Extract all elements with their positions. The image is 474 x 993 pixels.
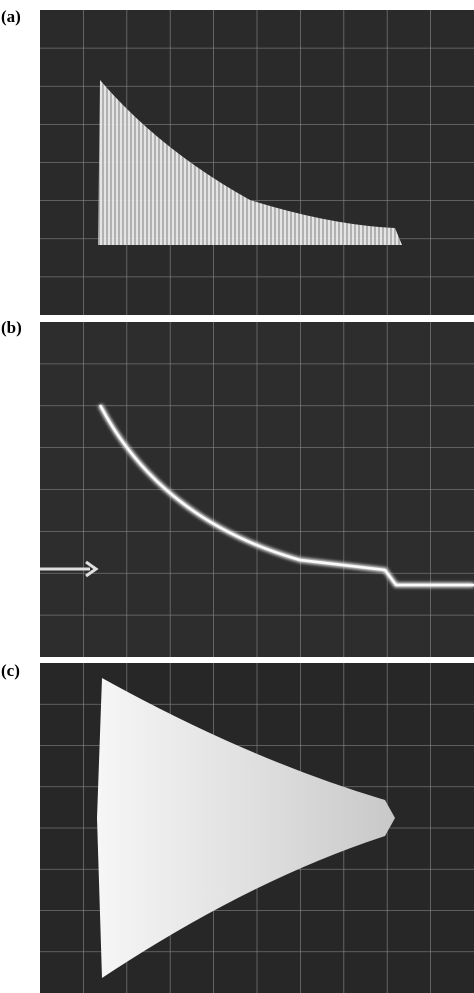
envelope-a [98, 80, 402, 245]
trace-b-core [98, 404, 474, 587]
panel-label: (c) [1, 661, 20, 680]
grids [40, 10, 474, 993]
trace-b-start [40, 560, 99, 578]
envelope-c [97, 678, 395, 978]
panel-label: (b) [1, 318, 22, 337]
panel-label: (a) [1, 7, 21, 26]
